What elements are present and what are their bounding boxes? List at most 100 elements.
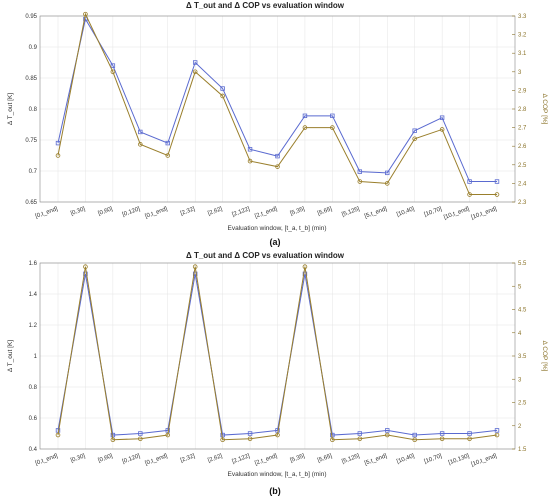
panel-b-series-dcop-point xyxy=(439,436,445,442)
panel-b-series-dcop-point xyxy=(192,264,198,270)
panel-a-series-dcop-point xyxy=(412,136,417,142)
panel-b-series-dcop-point xyxy=(247,436,253,442)
panel-a-x-tick-label: [0,120] xyxy=(122,206,142,218)
panel-b-series-dtout-point xyxy=(494,428,500,433)
panel-a-left-tick-label: 0.75 xyxy=(25,138,37,144)
panel-b-x-tick-label: [10,t_end] xyxy=(471,453,498,468)
panel-b-title: Δ T_out and Δ COP vs evaluation window xyxy=(186,251,345,260)
panel-a-x-tick-label: [5,35] xyxy=(289,206,305,217)
panel-b-x-tick-label: [5,125] xyxy=(341,453,361,465)
panel-b-series-dcop-point xyxy=(467,436,472,442)
panel-a-series-dcop-point xyxy=(110,69,116,75)
panel-a-series-dcop-point xyxy=(165,153,171,158)
panel-b-series-dtout-point xyxy=(467,431,472,436)
panel-b-left-tick-label: 1 xyxy=(34,354,38,360)
panel-b-series-dcop-point xyxy=(330,437,335,443)
panel-a-series-dtout-point xyxy=(165,140,170,146)
panel-a-right-tick-label: 2.6 xyxy=(518,144,527,150)
panel-a-series-dcop-point xyxy=(330,125,335,130)
panel-a-caption: (a) xyxy=(270,237,281,247)
panel-b: Δ T_out and Δ COP vs evaluation window 0… xyxy=(7,251,548,496)
panel-b-series-dcop-point xyxy=(302,264,308,270)
panel-a-left-tick-label: 0.8 xyxy=(29,107,38,113)
panel-a-series-dtout-point xyxy=(494,179,500,184)
panel-b-series-dcop-point xyxy=(412,437,417,443)
panel-a-x-tick-label: [2,t_end] xyxy=(254,206,278,220)
panel-a-series-dcop-point xyxy=(384,181,390,186)
panel-b-right-tick-label: 2.5 xyxy=(518,401,527,407)
panel-a-left-tick-label: 0.85 xyxy=(25,76,37,82)
panel-b-x-tick-label: [0,60] xyxy=(97,453,113,464)
panel-b-left-tick-label: 1.2 xyxy=(29,323,38,329)
panel-b-ylabel-right: Δ COP [%] xyxy=(541,341,548,372)
panel-b-x-tick-label: [2,62] xyxy=(207,453,223,464)
panel-a-x-tick-label: [10,t_end] xyxy=(443,206,470,221)
panel-a-series-dcop-point xyxy=(247,158,253,164)
panel-b-left-tick-label: 0.8 xyxy=(29,385,38,391)
panel-a-series-dcop-point xyxy=(192,69,198,75)
panel-a-series-dtout-point xyxy=(192,60,198,65)
panel-a-right-tick-label: 2.4 xyxy=(518,181,527,187)
panel-a-series-dcop-point xyxy=(138,142,143,147)
panel-a-right-tick-label: 2.8 xyxy=(518,107,527,113)
panel-a-series-dtout-point xyxy=(412,128,417,133)
panel-a-series-dtout-point xyxy=(439,115,445,120)
panel-b-right-tick-label: 4 xyxy=(518,331,522,337)
panel-b-right-tick-label: 1.5 xyxy=(518,447,527,453)
panel-a-right-tick-label: 3.3 xyxy=(518,14,527,20)
panel-b-x-tick-label: [5,65] xyxy=(317,453,333,464)
panel-b-series-dcop-point xyxy=(220,437,225,443)
panel-a-right-tick-label: 2.5 xyxy=(518,163,527,169)
panel-a-series-dcop-point xyxy=(55,153,61,158)
panel-a-series-dcop-point xyxy=(467,192,472,197)
panel-a-x-tick-label: [0,30] xyxy=(70,206,86,217)
panel-a-right-tick-label: 2.3 xyxy=(518,200,527,206)
panel-b-x-tick-label: [10,70] xyxy=(424,453,444,465)
panel-b-x-tick-label: [0,t_end] xyxy=(144,453,168,467)
panel-a-series-dcop-point xyxy=(220,93,225,99)
panel-b-right-tick-label: 3.5 xyxy=(518,354,527,360)
panel-a-x-tick-label: [5,65] xyxy=(317,206,333,217)
panel-b-x-tick-label: [0,30] xyxy=(70,453,86,464)
panel-b-x-tick-label: [0,t_end] xyxy=(35,453,59,467)
panel-a-x-tick-label: [10,40] xyxy=(396,206,416,218)
panel-b-series-dcop-line xyxy=(57,266,498,441)
panel-a-series-dcop-point xyxy=(439,127,445,132)
panel-a-series-dcop-line xyxy=(57,12,497,196)
panel-b-xlabel: Evaluation window, [t_a, t_b] (min) xyxy=(228,471,327,478)
panel-b-right-tick-label: 3 xyxy=(518,377,522,383)
panel-a-ylabel-left: Δ T_out [K] xyxy=(7,93,14,125)
panel-b-left-tick-label: 1.4 xyxy=(29,292,38,298)
panel-b-left-tick-label: 0.6 xyxy=(29,416,38,422)
panel-b-series-dcop-point xyxy=(357,436,363,442)
panel-b-left-tick-label: 1.6 xyxy=(29,261,38,267)
panel-b-series-dtout-point xyxy=(412,432,417,438)
panel-b-x-tick-label: [5,35] xyxy=(289,453,305,464)
panel-a-series-dtout-point xyxy=(55,140,61,146)
panel-b-series-dcop-point xyxy=(275,432,280,438)
panel-a-x-tick-label: [2,32] xyxy=(180,206,196,217)
panel-a-left-tick-label: 0.95 xyxy=(25,14,37,20)
panel-b-right-tick-label: 4.5 xyxy=(518,308,527,314)
panel-b-series-dtout-line xyxy=(57,273,498,436)
panel-a-series-dtout-point xyxy=(330,113,335,119)
panel-b-caption: (b) xyxy=(269,486,281,496)
panel-b-series-dcop-point xyxy=(110,437,116,443)
panel-a-series-dtout-point xyxy=(247,147,253,152)
panel-a-xlabel: Evaluation window, [t_a, t_b] (min) xyxy=(228,225,327,232)
panel-b-x-tick-label: [0,120] xyxy=(122,453,142,465)
panel-a-left-tick-label: 0.9 xyxy=(29,45,38,51)
panel-a-x-tick-label: [2,62] xyxy=(207,206,223,217)
panel-a-series-dtout-point xyxy=(357,169,363,174)
panel-a-series-dtout-point xyxy=(302,113,308,119)
panel-a-x-tick-label: [10,70] xyxy=(424,206,444,218)
panel-b-ylabel-left: Δ T_out [K] xyxy=(7,340,14,372)
panel-a-x-tick-label: [0,t_end] xyxy=(35,206,59,220)
panel-a-right-tick-label: 3.1 xyxy=(518,51,527,57)
panel-a-series-dtout-point xyxy=(83,16,88,22)
panel-b-x-tick-label: [10,130] xyxy=(448,453,471,466)
panel-b-series-dtout-point xyxy=(385,428,390,433)
panel-a-title: Δ T_out and Δ COP vs evaluation window xyxy=(186,1,345,10)
panel-a-x-tick-label: [0,t_end] xyxy=(144,206,168,220)
